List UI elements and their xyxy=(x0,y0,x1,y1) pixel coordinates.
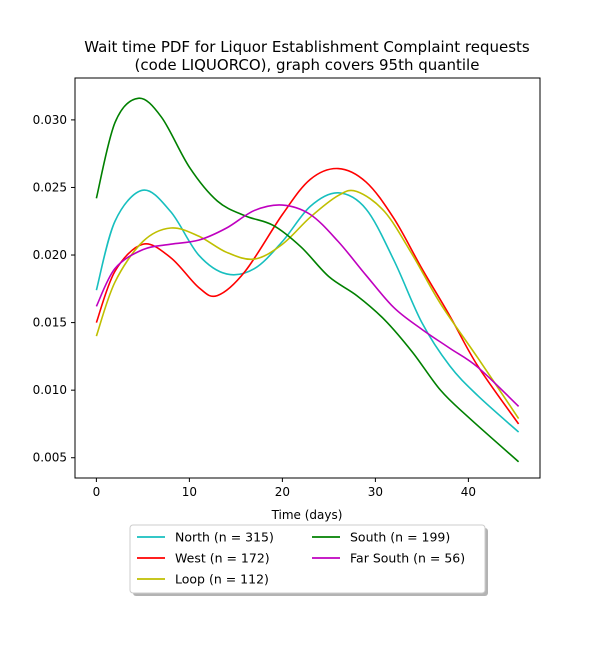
legend-items: North (n = 315) West (n = 172) Loop (n = 1… xyxy=(137,530,465,587)
legend-label-2: Loop (n = 112) xyxy=(175,572,269,587)
y-tick-label-3: 0.020 xyxy=(33,248,67,262)
legend-box xyxy=(129,524,486,594)
x-tick-label-0: 0 xyxy=(93,485,101,499)
x-tick-label-1: 10 xyxy=(182,485,197,499)
plot-frame xyxy=(74,77,541,479)
legend-label-3: South (n = 199) xyxy=(350,530,450,545)
y-tick-label-4: 0.025 xyxy=(33,180,67,194)
y-axis-ticks: 0.005 0.010 0.015 0.020 0.025 0.030 xyxy=(33,113,75,465)
x-axis-label: Time (days) xyxy=(271,508,343,522)
plot-lines xyxy=(95,97,520,463)
x-tick-label-4: 40 xyxy=(461,485,476,499)
series-line-0 xyxy=(95,189,520,433)
legend-label-4: Far South (n = 56) xyxy=(350,551,465,566)
legend: North (n = 315) West (n = 172) Loop (n = 1… xyxy=(129,524,488,596)
y-tick-label-5: 0.030 xyxy=(33,113,67,127)
series-line-1 xyxy=(95,167,520,425)
legend-label-0: North (n = 315) xyxy=(175,530,274,545)
series-line-4 xyxy=(95,204,520,407)
y-tick-label-0: 0.005 xyxy=(33,451,67,465)
x-tick-label-2: 20 xyxy=(275,485,290,499)
chart-title: Wait time PDF for Liquor Establishment C… xyxy=(84,38,530,56)
series-line-3 xyxy=(95,97,520,463)
series-line-2 xyxy=(95,189,520,419)
x-axis-ticks: 0 10 20 30 40 xyxy=(93,478,476,499)
chart-subtitle: (code LIQUORCO), graph covers 95th quant… xyxy=(135,56,480,74)
legend-label-1: West (n = 172) xyxy=(175,551,270,566)
x-tick-label-3: 30 xyxy=(368,485,383,499)
y-tick-label-2: 0.015 xyxy=(33,316,67,330)
y-tick-label-1: 0.010 xyxy=(33,383,67,397)
